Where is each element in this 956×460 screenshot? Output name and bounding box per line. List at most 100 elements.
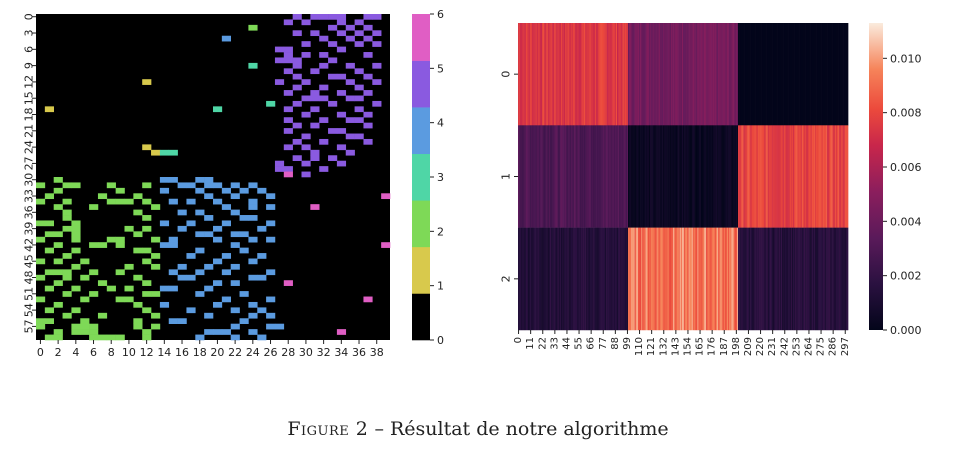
grid-cell	[177, 209, 187, 216]
heatmap-cell	[603, 125, 606, 228]
grid-cell	[213, 106, 223, 113]
heatmap-cell	[688, 23, 690, 126]
grid-cell	[89, 269, 99, 276]
heatmap-cell	[582, 23, 585, 126]
heatmap-cell	[601, 23, 604, 126]
grid-cell	[310, 106, 320, 113]
heatmap-cell	[623, 23, 626, 126]
heatmap-cell	[585, 125, 587, 228]
heatmap-cell	[729, 227, 731, 331]
grid-cell	[230, 209, 240, 216]
heatmap-cell	[709, 23, 711, 126]
grid-cell	[239, 215, 249, 221]
heatmap-cell	[811, 23, 814, 126]
heatmap-cell	[667, 125, 670, 228]
heatmap-cell	[764, 23, 766, 126]
heatmap-cell	[827, 125, 829, 228]
heatmap-cell	[761, 125, 763, 228]
grid-cell	[71, 307, 81, 314]
x-tick-label: 11	[525, 337, 536, 350]
heatmap-cell	[632, 23, 634, 126]
heatmap-cell	[692, 227, 695, 331]
heatmap-cell	[577, 125, 579, 228]
grid-cell	[115, 236, 125, 243]
grid-cell	[142, 307, 152, 314]
heatmap-cell	[576, 23, 578, 126]
grid-cell	[336, 90, 347, 96]
heatmap-cell	[701, 125, 704, 228]
grid-cell	[89, 242, 99, 248]
heatmap-cell	[658, 23, 661, 126]
grid-cell	[221, 204, 231, 210]
heatmap-cell	[634, 125, 637, 228]
grid-cell	[363, 14, 373, 20]
heatmap-cell	[575, 227, 577, 331]
heatmap-cell	[555, 125, 557, 228]
heatmap-cell	[699, 23, 701, 126]
heatmap-cell	[530, 23, 532, 126]
heatmap-cell	[823, 227, 826, 331]
heatmap-cell	[520, 125, 522, 228]
heatmap-cell	[782, 23, 784, 126]
heatmap-cell	[793, 23, 795, 126]
colorbar-segment	[412, 200, 430, 248]
heatmap-cell	[554, 23, 556, 126]
heatmap-cell	[753, 125, 755, 228]
grid-cell	[106, 285, 116, 292]
heatmap-cell	[767, 227, 770, 331]
heatmap-cell	[721, 227, 723, 331]
heatmap-cell	[810, 227, 813, 331]
heatmap-cell	[829, 227, 831, 331]
heatmap-cell	[558, 125, 561, 228]
heatmap-cell	[633, 125, 635, 228]
heatmap-cell	[541, 23, 543, 126]
heatmap-cell	[633, 23, 635, 126]
heatmap-cell	[659, 227, 662, 331]
heatmap-cell	[732, 227, 734, 331]
heatmap-cell	[697, 23, 699, 126]
heatmap-cell	[666, 125, 668, 228]
grid-cell	[301, 144, 311, 151]
grid-cell	[292, 73, 302, 80]
heatmap-cell	[576, 125, 578, 228]
heatmap-cell	[816, 23, 818, 126]
heatmap-cell	[549, 227, 552, 331]
grid-cell	[168, 149, 178, 156]
heatmap-cell	[629, 23, 631, 126]
heatmap-cell	[796, 125, 798, 228]
heatmap-cell	[597, 125, 599, 228]
heatmap-cell	[832, 23, 835, 126]
heatmap-cell	[700, 23, 703, 126]
grid-cell	[248, 301, 258, 308]
heatmap-cell	[595, 227, 597, 331]
heatmap-cell	[532, 23, 534, 126]
heatmap-cell	[562, 227, 564, 331]
heatmap-cell	[846, 23, 849, 126]
heatmap-cell	[562, 23, 564, 126]
heatmap-cell	[634, 227, 637, 331]
grid-cell	[159, 242, 170, 248]
y-tick-label: 45	[23, 254, 36, 268]
heatmap-cell	[635, 125, 638, 228]
heatmap-cell	[779, 227, 782, 331]
heatmap-cell	[763, 227, 765, 331]
grid-cell	[239, 187, 249, 194]
grid-cell	[71, 182, 81, 189]
grid-cell	[204, 215, 214, 221]
heatmap-cell	[762, 23, 764, 126]
heatmap-cell	[615, 125, 618, 228]
heatmap-cell	[645, 125, 648, 228]
grid-cell	[248, 312, 258, 319]
heatmap-cell	[711, 125, 714, 228]
heatmap-cell	[813, 125, 816, 228]
heatmap-cell	[800, 125, 803, 228]
heatmap-cell	[567, 125, 569, 228]
heatmap-cell	[685, 227, 687, 331]
heatmap-cell	[689, 23, 692, 126]
heatmap-cell	[771, 227, 773, 331]
grid-cell	[195, 247, 205, 254]
grid-cell	[36, 220, 46, 227]
heatmap-cell	[641, 125, 643, 228]
heatmap-cell	[574, 227, 576, 331]
